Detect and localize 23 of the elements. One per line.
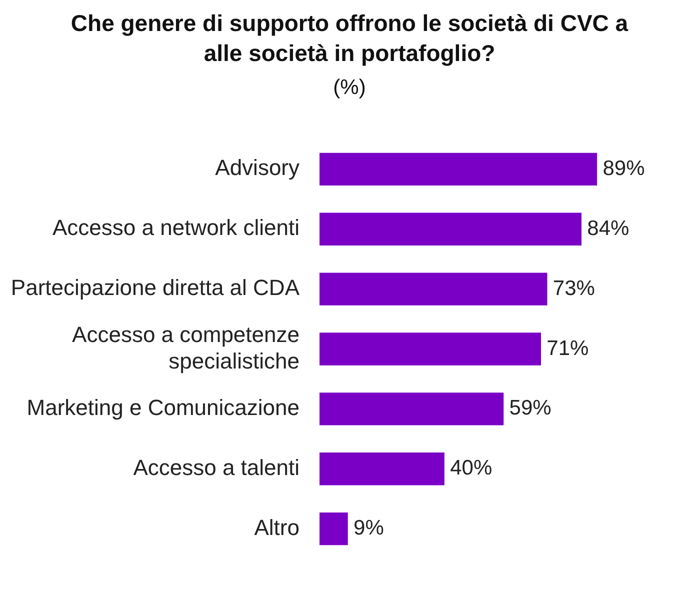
- bar: [320, 212, 582, 246]
- chart-subtitle: (%): [332, 76, 367, 100]
- data-label: 89%: [602, 156, 645, 180]
- y-tick-label: Altro: [254, 514, 300, 540]
- data-label: 71%: [546, 336, 589, 360]
- bar: [320, 272, 548, 306]
- y-tick-label: Marketing e Comunicazione: [26, 395, 300, 420]
- data-label: 73%: [552, 276, 595, 300]
- data-label: 84%: [587, 216, 630, 240]
- bar: [320, 452, 444, 486]
- y-tick-label: Accesso a competenze specialistiche: [72, 322, 300, 374]
- data-label: 9%: [354, 516, 384, 540]
- data-label: 40%: [450, 456, 492, 480]
- bar: [320, 332, 541, 366]
- y-tick-label: Partecipazione diretta al CDA: [10, 275, 300, 300]
- y-tick-label: Accesso a network clienti: [52, 215, 300, 240]
- bar: [320, 152, 598, 186]
- bar: [320, 512, 348, 546]
- data-label: 59%: [509, 396, 552, 420]
- y-tick-label: Advisory: [215, 155, 300, 180]
- bar: [320, 392, 504, 426]
- y-tick-label: Accesso a talenti: [133, 454, 300, 480]
- chart-title: Che genere di supporto offrono le società di CVC a alle società in portafoglio?: [70, 9, 630, 68]
